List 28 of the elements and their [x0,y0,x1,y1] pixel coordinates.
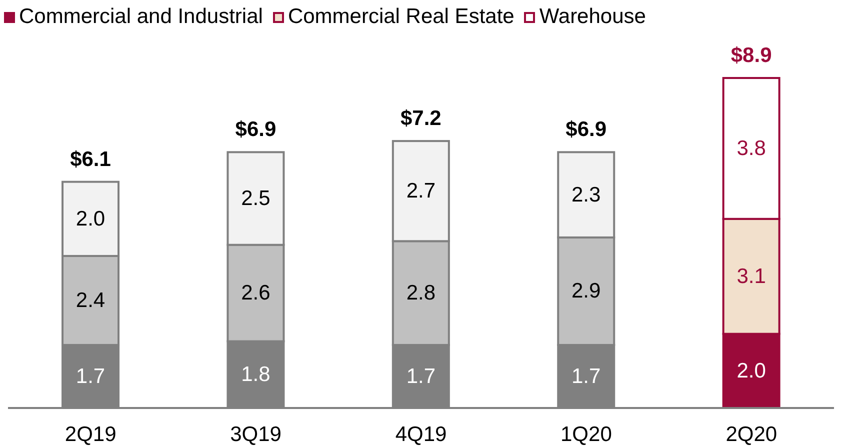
data-label: 2.0 [76,207,106,230]
total-label: $6.1 [70,148,112,171]
x-tick-label: 2Q20 [726,422,778,446]
x-tick-label: 2Q19 [64,422,116,446]
data-label: 2.3 [572,183,601,206]
total-label: $6.9 [235,118,276,142]
data-label: 2.8 [406,282,436,305]
data-label: 1.8 [241,363,270,386]
data-label: 2.4 [76,288,106,312]
data-label: 3.8 [736,136,766,160]
data-label: 3.1 [736,264,766,288]
data-label: 2.5 [241,187,270,210]
data-label: 2.0 [736,359,766,382]
total-label: $7.2 [400,107,442,130]
total-label: $6.9 [566,118,607,142]
data-label: 1.7 [572,364,601,388]
data-label: 2.9 [572,280,601,303]
data-label: 1.7 [76,364,106,388]
legend-label: Commercial and Industrial [18,5,263,29]
x-tick-label: 3Q19 [230,422,282,446]
total-label: $8.9 [730,44,772,67]
x-tick-label: 1Q20 [560,422,612,446]
x-tick-label: 4Q19 [395,422,447,446]
data-label: 1.7 [406,364,436,388]
legend-label: Warehouse [538,5,646,29]
data-label: 2.6 [241,282,270,305]
legend-label: Commercial Real Estate [286,5,514,29]
data-label: 2.7 [406,180,436,203]
